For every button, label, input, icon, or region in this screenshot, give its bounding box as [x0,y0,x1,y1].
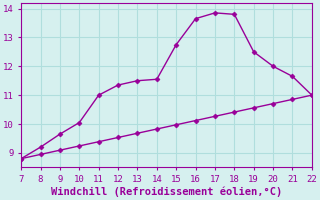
X-axis label: Windchill (Refroidissement éolien,°C): Windchill (Refroidissement éolien,°C) [51,187,282,197]
